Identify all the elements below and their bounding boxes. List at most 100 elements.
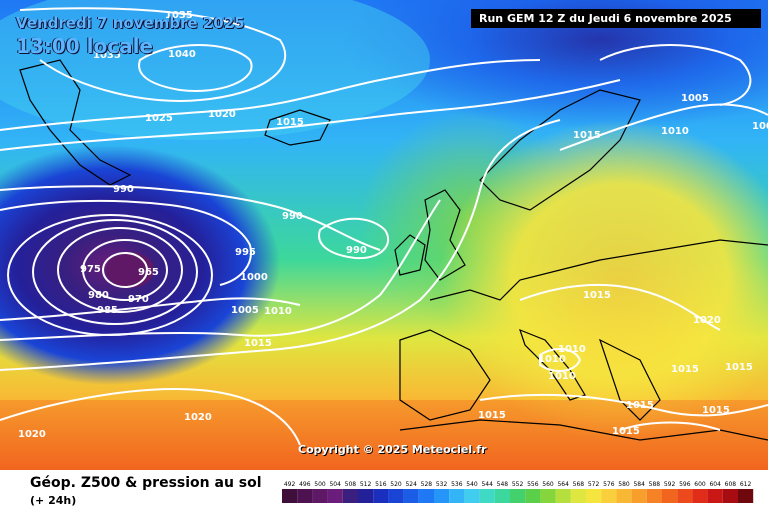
legend-label-528: 528 (421, 481, 433, 488)
italy-coast (519, 328, 586, 401)
legend-swatch-612 (738, 489, 754, 503)
run-info: Run GEM 12 Z du Jeudi 6 novembre 2025 (471, 9, 761, 28)
local-time: 13:00 locale (16, 34, 153, 58)
legend-label-576: 576 (603, 481, 615, 488)
legend-label-612: 612 (740, 481, 752, 488)
balkans-coast (598, 338, 661, 421)
scandinavia-coast (479, 89, 641, 211)
isobar-label-975-low: 975 (80, 264, 101, 275)
legend-swatch-540 (464, 489, 480, 503)
isobar-label-990-ireland: 990 (346, 245, 367, 256)
weather-map: 1035 1040 1035 1025 1020 1015 990 990 99… (0, 0, 768, 470)
legend-label-536: 536 (451, 481, 463, 488)
color-scale-legend: 492 496 500 504 508 512 516 520 524 528 532 536 540 5… (282, 481, 754, 503)
isobar-label-1035-west: 1035 (93, 50, 121, 61)
isobar-label-1015-east-edge: 1015 (725, 362, 753, 373)
isobar-label-1040-greenland: 1040 (168, 49, 196, 60)
isobar-965 (102, 252, 148, 288)
iberia-coast (399, 329, 491, 421)
legend-swatch-604 (707, 489, 723, 503)
legend-swatch-552 (510, 489, 526, 503)
isobar-1020-south (0, 388, 301, 446)
legend-swatch-532 (434, 489, 450, 503)
legend-label-560: 560 (542, 481, 554, 488)
isobar-label-995-atlantic: 995 (235, 247, 256, 258)
legend-swatch-568 (570, 489, 586, 503)
z500-low-core (106, 252, 154, 288)
isobar-label-1010-tyrrhenian: 1010 (538, 354, 566, 365)
isobar-label-1000-atlantic: 1000 (240, 272, 268, 283)
isobar-label-1015-scandinavia: 1015 (573, 130, 601, 141)
legend-swatch-588 (646, 489, 662, 503)
isobar-1040 (138, 44, 253, 92)
legend-swatch-608 (722, 489, 738, 503)
ireland-coast (394, 234, 426, 276)
legend-swatch-508 (342, 489, 358, 503)
isobar-970 (82, 239, 168, 301)
isobar-label-970-low: 970 (128, 294, 149, 305)
legend-label-508: 508 (345, 481, 357, 488)
valid-date: Vendredi 7 novembre 2025 (16, 14, 245, 32)
legend-label-544: 544 (481, 481, 493, 488)
legend-label-572: 572 (588, 481, 600, 488)
isobar-990-ireland (318, 217, 390, 260)
isobar-label-1015-central: 1015 (583, 290, 611, 301)
isobar-label-1020-east: 1020 (693, 315, 721, 326)
isobar-1015-africa (619, 421, 721, 431)
isobar-1015-south (479, 393, 768, 417)
legend-swatch-492 (282, 489, 298, 503)
isobar-1015 (0, 79, 621, 151)
isobars (0, 7, 768, 446)
legend-swatch-512 (358, 489, 374, 503)
isobar-label-1005-atlantic: 1005 (231, 305, 259, 316)
isobar-label-1025-greenland: 1025 (145, 113, 173, 124)
map-title: Géop. Z500 & pression au sol (30, 475, 262, 491)
isobar-label-980-low: 980 (88, 290, 109, 301)
isobar-label-1010-italy: 1010 (548, 371, 576, 382)
legend-swatch-560 (540, 489, 556, 503)
z500-trough-north (340, 0, 768, 130)
legend-label-520: 520 (390, 481, 402, 488)
isobar-1005-north (599, 44, 752, 106)
legend-swatch-496 (297, 489, 313, 503)
isobar-label-1015-africa: 1015 (612, 426, 640, 437)
legend-swatch-504 (327, 489, 343, 503)
legend-swatch-564 (555, 489, 571, 503)
legend-label-580: 580 (618, 481, 630, 488)
legend-label-564: 564 (557, 481, 569, 488)
legend-swatch-528 (418, 489, 434, 503)
legend-swatch-548 (494, 489, 510, 503)
isobar-label-1020-iceland: 1020 (208, 109, 236, 120)
legend-label-504: 504 (329, 481, 341, 488)
isobar-label-1020-southwest: 1020 (18, 429, 46, 440)
isobar-label-1020-south: 1020 (184, 412, 212, 423)
footer: Géop. Z500 & pression au sol (+ 24h) 492… (0, 470, 768, 512)
isobar-980 (32, 219, 198, 325)
z500-greenland (0, 0, 430, 140)
isobar-label-1010-adriatic: 1010 (558, 344, 586, 355)
isobar-1015-atl (0, 119, 561, 371)
isobar-990-a (0, 185, 381, 251)
legend-swatch-556 (525, 489, 541, 503)
legend-swatch-544 (479, 489, 495, 503)
isobar-label-1010-scandinavia: 1010 (661, 126, 689, 137)
isobar-label-100-edge: 100 (752, 121, 768, 132)
legend-label-552: 552 (512, 481, 524, 488)
legend-label-516: 516 (375, 481, 387, 488)
legend-swatch-596 (677, 489, 693, 503)
isobar-label-1010-atlantic: 1010 (264, 306, 292, 317)
isobar-1035 (19, 7, 287, 102)
isobar-label-965-low: 965 (138, 267, 159, 278)
legend-swatch-576 (601, 489, 617, 503)
legend-label-556: 556 (527, 481, 539, 488)
legend-label-600: 600 (694, 481, 706, 488)
isobar-1005 (0, 297, 301, 321)
legend-swatch-600 (692, 489, 708, 503)
legend-label-592: 592 (664, 481, 676, 488)
isobar-1015-central (519, 283, 721, 331)
isobar-label-1005-north: 1005 (681, 93, 709, 104)
iceland-coast (264, 109, 331, 146)
isobar-975 (57, 227, 183, 313)
legend-label-524: 524 (405, 481, 417, 488)
legend-label-496: 496 (299, 481, 311, 488)
